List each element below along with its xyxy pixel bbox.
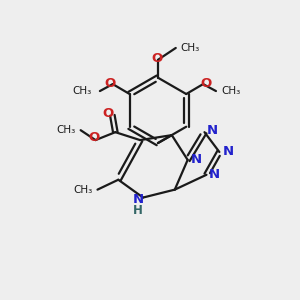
Text: N: N <box>206 124 218 137</box>
Text: CH₃: CH₃ <box>73 184 92 195</box>
Text: CH₃: CH₃ <box>56 125 76 135</box>
Text: O: O <box>104 76 116 90</box>
Text: H: H <box>133 204 143 217</box>
Text: O: O <box>151 52 163 65</box>
Text: CH₃: CH₃ <box>221 86 240 96</box>
Text: O: O <box>200 76 212 90</box>
Text: O: O <box>103 107 114 120</box>
Text: N: N <box>222 146 233 158</box>
Text: N: N <box>208 168 220 181</box>
Text: O: O <box>88 130 99 144</box>
Text: N: N <box>190 153 202 167</box>
Text: N: N <box>133 193 144 206</box>
Text: CH₃: CH₃ <box>181 43 200 53</box>
Text: CH₃: CH₃ <box>73 86 92 96</box>
